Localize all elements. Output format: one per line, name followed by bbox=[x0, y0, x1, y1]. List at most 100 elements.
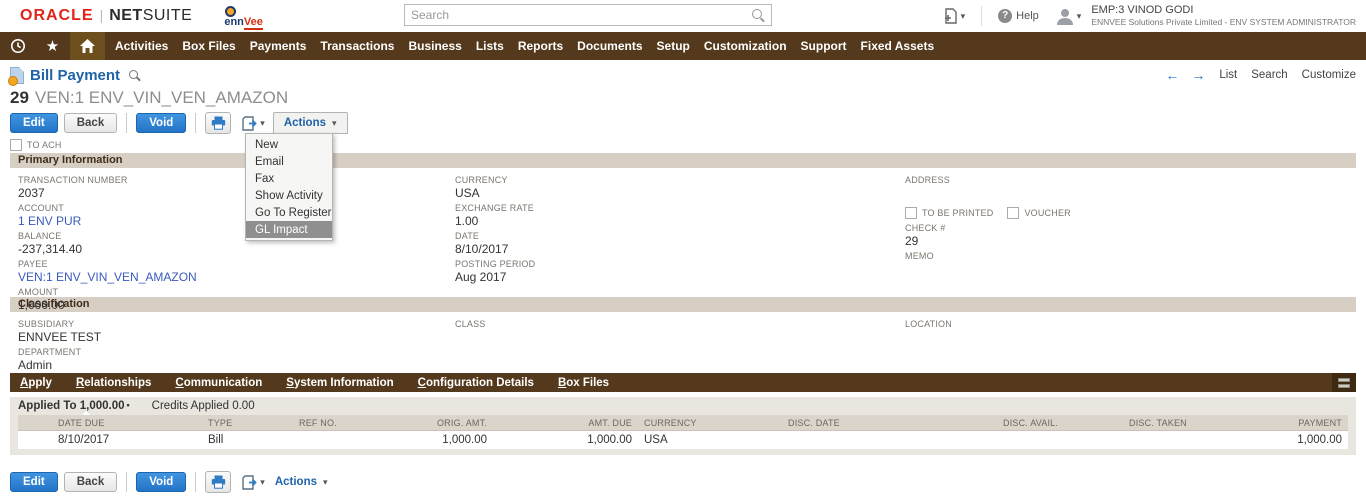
oracle-logo-text: ORACLE bbox=[20, 7, 94, 24]
field-payee: PAYEE VEN:1 ENV_VIN_VEN_AMAZON bbox=[18, 259, 197, 284]
global-search-input[interactable] bbox=[405, 8, 751, 22]
voucher-checkbox[interactable] bbox=[1007, 207, 1020, 219]
clock-icon bbox=[10, 39, 25, 53]
tab-configuration-details[interactable]: Configuration Details bbox=[417, 376, 534, 389]
to-be-printed-label: TO BE PRINTED bbox=[922, 208, 994, 218]
topbar: ORACLE | NETSUITE ennVee ▾ ? Help ▾ bbox=[0, 0, 1366, 32]
tab-system-information[interactable]: System Information bbox=[286, 376, 394, 389]
table-header-row: DATE DUE TYPE REF NO. ORIG. AMT. AMT. DU… bbox=[18, 415, 1348, 431]
bill-payment-record-icon bbox=[8, 66, 24, 86]
help-icon: ? bbox=[998, 9, 1013, 23]
nav-item-customization[interactable]: Customization bbox=[703, 39, 787, 53]
toolbar-divider bbox=[195, 113, 197, 133]
user-name: EMP:3 VINOD GODI bbox=[1091, 3, 1194, 16]
nav-item-reports[interactable]: Reports bbox=[517, 39, 564, 53]
toggle-view-button[interactable] bbox=[1332, 373, 1356, 392]
tab-relationships[interactable]: Relationships bbox=[75, 376, 152, 389]
list-link[interactable]: List bbox=[1219, 69, 1238, 81]
actions-button[interactable]: Actions ▾ bbox=[272, 112, 348, 134]
void-button-bottom[interactable]: Void bbox=[136, 472, 187, 492]
stacked-rows-icon bbox=[1338, 377, 1350, 388]
menu-item-new[interactable]: New bbox=[255, 138, 279, 151]
menu-item-fax[interactable]: Fax bbox=[255, 172, 275, 185]
tab-box-files[interactable]: Box Files bbox=[557, 376, 610, 389]
logo-separator: | bbox=[99, 7, 104, 23]
new-from-record-button-bottom[interactable]: ▾ bbox=[241, 474, 265, 491]
menu-item-email[interactable]: Email bbox=[255, 155, 284, 168]
toolbar-divider bbox=[126, 472, 128, 492]
menu-item-gl-impact[interactable]: GL Impact bbox=[246, 221, 332, 238]
tab-apply[interactable]: Apply bbox=[20, 376, 52, 389]
create-new-menu[interactable]: ▾ bbox=[942, 7, 965, 25]
history-forward-icon[interactable]: → bbox=[1191, 67, 1206, 83]
history-back-icon[interactable]: ← bbox=[1165, 67, 1180, 83]
field-posting-period: POSTING PERIOD Aug 2017 bbox=[455, 259, 536, 284]
field-balance: BALANCE -237,314.40 bbox=[18, 231, 83, 256]
actions-button-bottom[interactable]: Actions ▾ bbox=[274, 476, 328, 488]
to-ach-label: TO ACH bbox=[27, 139, 62, 150]
field-memo: MEMO bbox=[905, 251, 934, 261]
edit-button[interactable]: Edit bbox=[10, 113, 58, 133]
menu-item-show-activity[interactable]: Show Activity bbox=[255, 189, 323, 202]
nav-item-fixed-assets[interactable]: Fixed Assets bbox=[860, 39, 935, 53]
back-button-bottom[interactable]: Back bbox=[63, 472, 118, 492]
star-icon: ★ bbox=[45, 38, 60, 55]
nav-item-business[interactable]: Business bbox=[408, 39, 462, 53]
record-search-icon[interactable] bbox=[128, 69, 141, 82]
user-icon bbox=[1056, 9, 1073, 25]
new-from-record-button[interactable]: ▾ bbox=[241, 115, 265, 132]
printer-icon bbox=[211, 475, 225, 489]
customize-link[interactable]: Customize bbox=[1301, 69, 1356, 81]
user-menu[interactable]: ▾ bbox=[1055, 7, 1082, 25]
topbar-divider bbox=[981, 6, 983, 26]
primary-information-header: Primary Information bbox=[10, 153, 1356, 168]
account-link[interactable]: 1 ENV PUR bbox=[18, 214, 82, 228]
field-currency: CURRENCY USA bbox=[455, 175, 508, 200]
actions-dropdown-menu: New Email Fax Show Activity Go To Regist… bbox=[245, 133, 333, 241]
create-new-icon bbox=[944, 7, 957, 24]
shortcuts-button[interactable]: ★ bbox=[35, 32, 70, 60]
home-button[interactable] bbox=[70, 32, 105, 60]
nav-item-setup[interactable]: Setup bbox=[656, 39, 690, 53]
caret-down-icon: ▾ bbox=[1076, 10, 1082, 21]
home-icon bbox=[80, 39, 95, 53]
void-button[interactable]: Void bbox=[136, 113, 187, 133]
nav-item-activities[interactable]: Activities bbox=[115, 39, 169, 53]
nav-item-support[interactable]: Support bbox=[800, 39, 847, 53]
field-date: DATE 8/10/2017 bbox=[455, 231, 509, 256]
print-button[interactable] bbox=[205, 112, 232, 134]
recent-records-button[interactable] bbox=[0, 32, 35, 60]
field-transaction-number: TRANSACTION NUMBER 2037 bbox=[18, 175, 128, 200]
field-department: DEPARTMENT Admin bbox=[18, 347, 82, 372]
search-icon[interactable] bbox=[751, 8, 765, 22]
field-address: ADDRESS bbox=[905, 175, 950, 185]
field-location: LOCATION bbox=[905, 319, 952, 329]
nav-item-transactions[interactable]: Transactions bbox=[320, 39, 395, 53]
payee-link[interactable]: VEN:1 ENV_VIN_VEN_AMAZON bbox=[18, 270, 197, 284]
printer-icon bbox=[211, 116, 225, 130]
subtab-credits-applied[interactable]: Credits Applied 0.00 bbox=[151, 400, 255, 412]
search-link[interactable]: Search bbox=[1251, 69, 1288, 81]
nav-item-documents[interactable]: Documents bbox=[577, 39, 643, 53]
bill-date-link[interactable]: 8/10/2017 bbox=[58, 434, 110, 446]
subtab-applied-to[interactable]: Applied To 1,000.00 • bbox=[18, 400, 130, 412]
to-ach-checkbox[interactable] bbox=[10, 138, 22, 151]
nav-item-lists[interactable]: Lists bbox=[475, 39, 504, 53]
field-check-number: CHECK # 29 bbox=[905, 223, 946, 248]
nav-item-payments[interactable]: Payments bbox=[249, 39, 307, 53]
record-name: VEN:1 ENV_VIN_VEN_AMAZON bbox=[34, 88, 289, 107]
help-button[interactable]: ? Help bbox=[998, 9, 1039, 23]
print-button-bottom[interactable] bbox=[205, 471, 232, 493]
toolbar-divider bbox=[195, 472, 197, 492]
caret-down-icon: ▾ bbox=[323, 476, 328, 487]
to-be-printed-checkbox[interactable] bbox=[905, 207, 917, 219]
menu-item-go-to-register[interactable]: Go To Register bbox=[255, 206, 332, 219]
nav-item-box-files[interactable]: Box Files bbox=[182, 39, 236, 53]
bill-type-link[interactable]: Bill bbox=[208, 434, 224, 446]
table-row[interactable]: 8/10/2017 Bill 1,000.00 1,000.00 USA 1,0… bbox=[18, 431, 1348, 450]
field-exchange-rate: EXCHANGE RATE 1.00 bbox=[455, 203, 534, 228]
edit-button-bottom[interactable]: Edit bbox=[10, 472, 58, 492]
tab-communication[interactable]: Communication bbox=[175, 376, 263, 389]
back-button[interactable]: Back bbox=[63, 113, 118, 133]
record-id: 29 bbox=[10, 88, 29, 107]
